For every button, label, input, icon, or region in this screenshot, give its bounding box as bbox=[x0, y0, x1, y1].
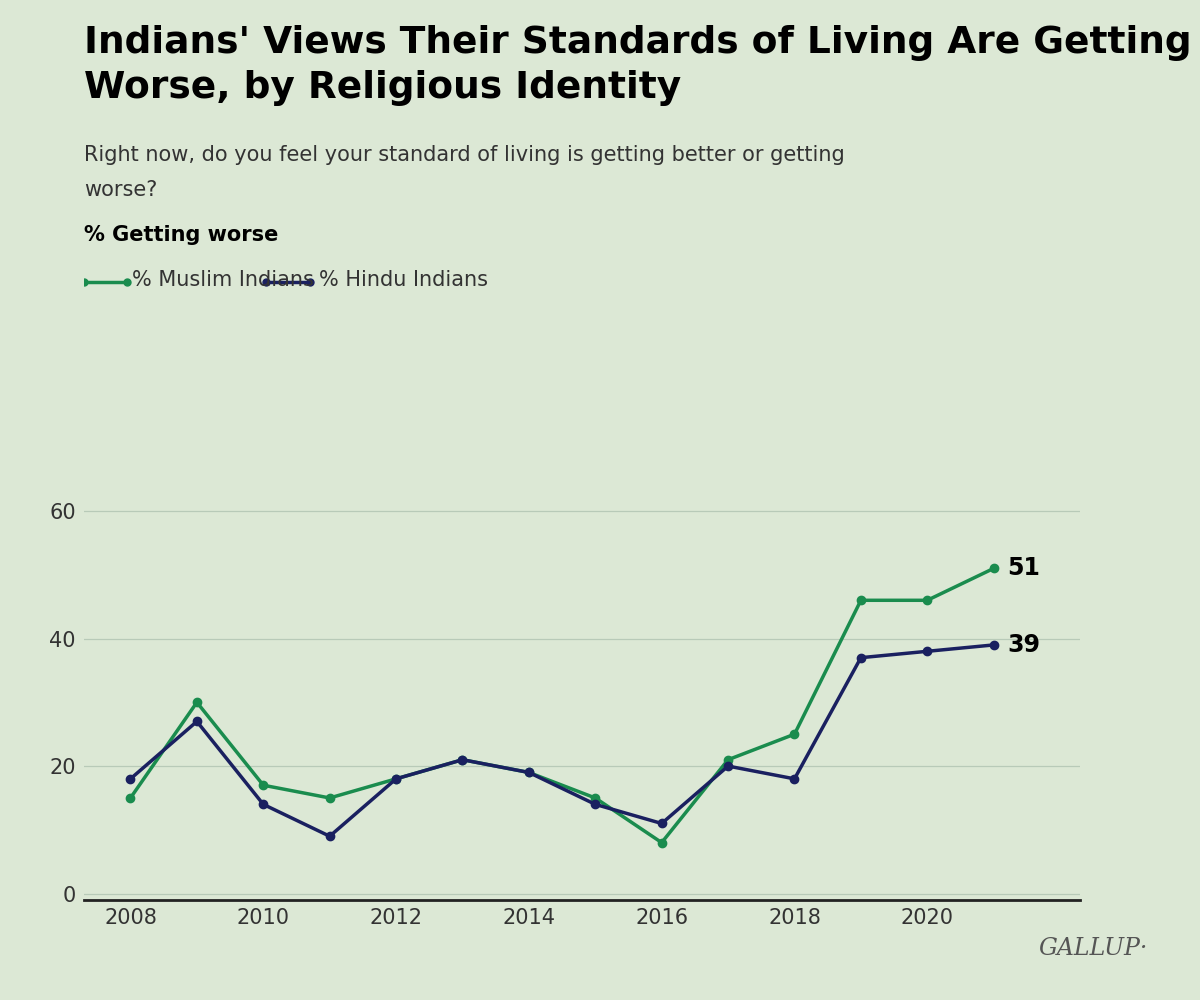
Text: Right now, do you feel your standard of living is getting better or getting: Right now, do you feel your standard of … bbox=[84, 145, 845, 165]
Text: % Muslim Indians: % Muslim Indians bbox=[132, 270, 314, 290]
Text: worse?: worse? bbox=[84, 180, 157, 200]
Text: GALLUP·: GALLUP· bbox=[1038, 937, 1147, 960]
Text: Worse, by Religious Identity: Worse, by Religious Identity bbox=[84, 70, 682, 106]
Text: % Hindu Indians: % Hindu Indians bbox=[319, 270, 488, 290]
Text: 39: 39 bbox=[1008, 633, 1040, 657]
Text: % Getting worse: % Getting worse bbox=[84, 225, 278, 245]
Text: Indians' Views Their Standards of Living Are Getting: Indians' Views Their Standards of Living… bbox=[84, 25, 1192, 61]
Text: 51: 51 bbox=[1008, 556, 1040, 580]
